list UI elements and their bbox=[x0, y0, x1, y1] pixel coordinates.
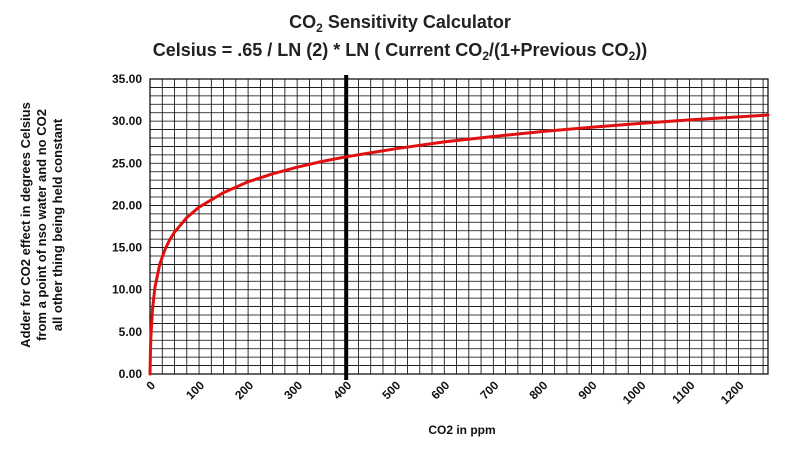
x-tick-label: 900 bbox=[575, 378, 599, 402]
x-tick-label: 400 bbox=[330, 378, 354, 402]
chart-title-line-1: CO2 Sensitivity Calculator bbox=[289, 12, 511, 35]
x-tick-label: 0 bbox=[143, 378, 158, 393]
x-axis-label: CO2 in ppm bbox=[428, 423, 495, 437]
title2-part-c: )) bbox=[635, 40, 647, 60]
y-axis-ticks: 0.00 5.00 10.00 15.00 20.00 25.00 30.00 35.00 bbox=[112, 72, 142, 381]
title2-subscript-1: 2 bbox=[482, 49, 489, 63]
y-tick-label: 10.00 bbox=[112, 283, 142, 297]
series-line-celsius bbox=[148, 113, 770, 376]
x-tick-label: 500 bbox=[379, 378, 403, 402]
chart-title-line-2: Celsius = .65 / LN (2) * LN ( Current CO… bbox=[153, 40, 648, 63]
x-tick-label: 300 bbox=[281, 378, 305, 402]
y-tick-label: 20.00 bbox=[112, 198, 142, 212]
title2-subscript-2: 2 bbox=[629, 49, 636, 63]
x-tick-label: 1000 bbox=[620, 378, 649, 407]
y-axis-label-line-1: Adder for CO2 effect in degrees Celsius bbox=[18, 102, 33, 348]
y-axis-label-line-2: from a point of nso water and no CO2 bbox=[34, 109, 49, 341]
x-tick-label: 200 bbox=[232, 378, 256, 402]
x-tick-label: 100 bbox=[183, 378, 207, 402]
series-layer bbox=[148, 113, 770, 376]
y-tick-label: 15.00 bbox=[112, 241, 142, 255]
y-axis-label: Adder for CO2 effect in degrees Celsius … bbox=[18, 102, 65, 348]
title2-part-a: Celsius = .65 / LN (2) * LN ( Current CO bbox=[153, 40, 483, 60]
x-tick-label: 1100 bbox=[669, 378, 698, 407]
y-tick-label: 0.00 bbox=[119, 367, 143, 381]
title1-part-a: CO bbox=[289, 12, 316, 32]
plot-background bbox=[150, 79, 768, 374]
x-tick-label: 700 bbox=[477, 378, 501, 402]
x-tick-label: 800 bbox=[526, 378, 550, 402]
x-tick-label: 1200 bbox=[718, 378, 747, 407]
x-tick-label: 600 bbox=[428, 378, 452, 402]
y-tick-label: 35.00 bbox=[112, 72, 142, 86]
y-tick-label: 5.00 bbox=[119, 325, 143, 339]
x-axis-ticks: 0 100 200 300 400 500 600 700 800 900 1000 1100 1200 bbox=[143, 378, 746, 407]
y-tick-label: 25.00 bbox=[112, 156, 142, 170]
plot-grid bbox=[149, 78, 769, 375]
y-axis-label-line-3: all other thing being held constant bbox=[50, 118, 65, 331]
title2-part-b: /(1+Previous CO bbox=[489, 40, 629, 60]
plot-border bbox=[149, 78, 769, 375]
title1-part-b: Sensitivity Calculator bbox=[323, 12, 511, 32]
title1-subscript: 2 bbox=[316, 21, 323, 35]
y-tick-label: 30.00 bbox=[112, 114, 142, 128]
